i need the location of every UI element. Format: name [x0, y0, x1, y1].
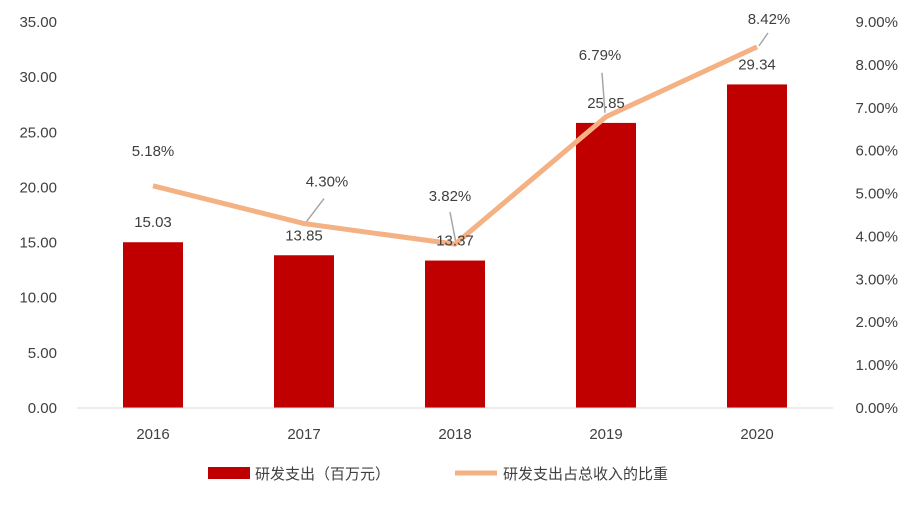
left-axis-tick-label: 15.00: [19, 235, 57, 252]
left-axis-tick-label: 0.00: [28, 400, 57, 417]
right-axis-tick-label: 1.00%: [855, 357, 898, 374]
bar-2017: [274, 255, 334, 408]
left-axis: 0.00 5.00 10.00 15.00 20.00 25.00 30.00 35.00: [19, 14, 57, 417]
x-axis: 2016 2017 2018 2019 2020: [136, 426, 773, 443]
bar-2020: [727, 84, 787, 408]
leader-lines: [305, 33, 768, 243]
line-data-label: 3.82%: [429, 188, 472, 205]
legend-swatch-bar: [208, 467, 250, 479]
line-data-label: 8.42%: [748, 11, 791, 28]
legend-label-line: 研发支出占总收入的比重: [503, 465, 668, 483]
right-axis-tick-label: 4.00%: [855, 228, 898, 245]
line-data-labels: 5.18% 4.30% 3.82% 6.79% 8.42%: [132, 11, 791, 205]
leader-line: [759, 33, 768, 46]
line-data-label: 6.79%: [579, 47, 622, 64]
right-axis-tick-label: 7.00%: [855, 100, 898, 117]
bar-data-label: 13.37: [436, 233, 474, 250]
x-axis-tick-label: 2019: [589, 426, 622, 443]
left-axis-tick-label: 25.00: [19, 124, 57, 141]
legend: 研发支出（百万元） 研发支出占总收入的比重: [208, 465, 668, 483]
right-axis: 0.00% 1.00% 2.00% 3.00% 4.00% 5.00% 6.00% 7.00%…: [855, 14, 898, 417]
line-data-label: 5.18%: [132, 143, 175, 160]
leader-line: [305, 199, 324, 224]
bar-data-label: 15.03: [134, 214, 172, 231]
bar-data-label: 29.34: [738, 56, 776, 73]
left-axis-tick-label: 30.00: [19, 69, 57, 86]
bar-data-label: 25.85: [587, 95, 625, 112]
right-axis-tick-label: 3.00%: [855, 271, 898, 288]
x-axis-tick-label: 2018: [438, 426, 471, 443]
line-percent-of-revenue: [153, 47, 757, 244]
bar-2019: [576, 123, 636, 408]
left-axis-tick-label: 10.00: [19, 290, 57, 307]
legend-label-bar: 研发支出（百万元）: [255, 465, 390, 483]
x-axis-tick-label: 2017: [287, 426, 320, 443]
right-axis-tick-label: 0.00%: [855, 400, 898, 417]
left-axis-tick-label: 5.00: [28, 345, 57, 362]
right-axis-tick-label: 8.00%: [855, 57, 898, 74]
left-axis-tick-label: 35.00: [19, 14, 57, 31]
x-axis-tick-label: 2016: [136, 426, 169, 443]
right-axis-tick-label: 5.00%: [855, 186, 898, 203]
bar-data-label: 13.85: [285, 227, 323, 244]
right-axis-tick-label: 6.00%: [855, 143, 898, 160]
left-axis-tick-label: 20.00: [19, 179, 57, 196]
right-axis-tick-label: 9.00%: [855, 14, 898, 31]
line-data-label: 4.30%: [306, 174, 349, 191]
right-axis-tick-label: 2.00%: [855, 314, 898, 331]
bar-2016: [123, 242, 183, 408]
line-series: [153, 47, 757, 244]
bar-2018: [425, 261, 485, 408]
x-axis-tick-label: 2020: [740, 426, 773, 443]
